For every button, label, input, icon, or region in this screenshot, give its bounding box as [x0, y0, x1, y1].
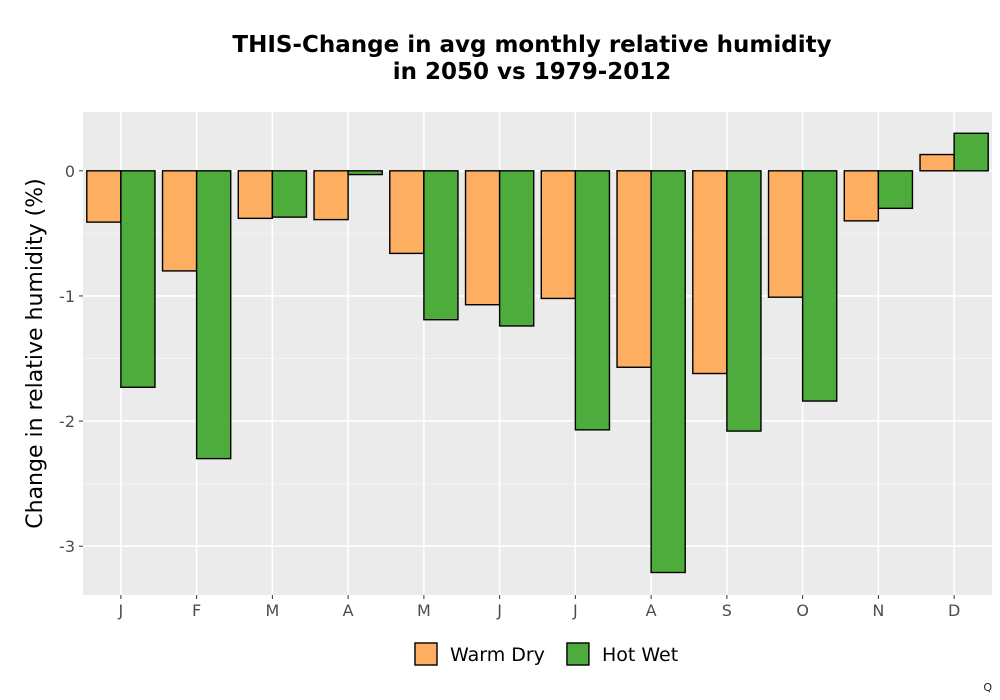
bar-warm-dry [540, 170, 577, 300]
bar-hot-wet [650, 170, 686, 574]
x-tick-label: J [118, 601, 124, 620]
plot-panel [83, 112, 992, 595]
x-tick-label: J [572, 601, 578, 620]
bar-hot-wet [195, 170, 232, 460]
bar-hot-wet [347, 170, 383, 176]
legend-swatch [414, 642, 438, 666]
bar-hot-wet [726, 170, 762, 432]
x-tick-label: S [722, 601, 732, 620]
legend-swatch [566, 642, 590, 666]
bar-warm-dry [86, 170, 122, 223]
bar-hot-wet [801, 170, 838, 402]
x-tick-label: D [948, 601, 960, 620]
y-tick-label: -3 [59, 537, 75, 556]
bar-warm-dry [692, 170, 728, 375]
corner-mark: Q [983, 681, 992, 694]
chart-title: THIS-Change in avg monthly relative humi… [82, 32, 982, 86]
bar-warm-dry [767, 170, 804, 298]
bar-hot-wet [877, 170, 914, 210]
bar-hot-wet [574, 170, 611, 431]
bar-warm-dry [389, 170, 425, 255]
bar-warm-dry [919, 153, 955, 172]
bar-warm-dry [237, 170, 274, 220]
bar-warm-dry [843, 170, 880, 222]
x-tick-label: O [796, 601, 809, 620]
y-axis-title: Change in relative humidity (%) [23, 178, 48, 528]
bar-hot-wet [498, 170, 535, 327]
legend-label: Warm Dry [450, 644, 545, 666]
bar-hot-wet [953, 132, 989, 172]
legend: Warm Dry Hot Wet [414, 642, 678, 666]
bars [86, 132, 989, 574]
x-tick-label: M [265, 601, 279, 620]
y-tick-label: 0 [65, 162, 75, 181]
bar-hot-wet [271, 170, 308, 218]
bar-hot-wet [120, 170, 156, 388]
bar-warm-dry [313, 170, 349, 221]
axes: 0 -1 -2 -3 J F M A M J J A S O N D [59, 162, 960, 620]
x-tick-label: J [496, 601, 502, 620]
bar-warm-dry [616, 170, 652, 368]
legend-label: Hot Wet [602, 644, 678, 666]
bar-warm-dry [464, 170, 501, 306]
x-tick-label: F [192, 601, 201, 620]
y-tick-label: -1 [59, 287, 75, 306]
chart-title-line-2: in 2050 vs 1979-2012 [392, 59, 672, 85]
x-tick-label: A [646, 601, 657, 620]
x-tick-label: A [343, 601, 354, 620]
y-tick-label: -2 [59, 412, 75, 431]
x-tick-label: N [872, 601, 884, 620]
chart-title-line-1: THIS-Change in avg monthly relative humi… [232, 32, 832, 58]
x-tick-label: M [417, 601, 431, 620]
bar-hot-wet [423, 170, 459, 321]
bar-warm-dry [161, 170, 198, 272]
